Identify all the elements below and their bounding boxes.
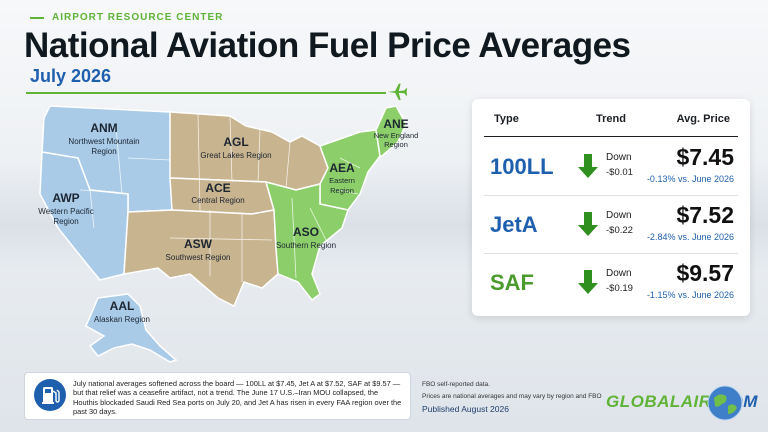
eyebrow: AIRPORT RESOURCE CENTER: [30, 12, 223, 23]
region-name-ane: New England: [374, 131, 419, 140]
page-subtitle: July 2026: [30, 66, 112, 86]
region-name-aea-2: Region: [330, 186, 354, 195]
region-name-aso: Southern Region: [276, 241, 336, 250]
region-asw: [123, 209, 279, 308]
table-row: 100LL Down -$0.01 $7.45 -0.13% vs. June …: [472, 138, 750, 196]
region-name-aea: Eastern: [329, 176, 355, 185]
region-name-anm: Northwest Mountain: [68, 137, 139, 146]
header-price: Avg. Price: [676, 113, 730, 125]
region-ane: [375, 105, 407, 157]
pct-change: -2.84% vs. June 2026: [646, 232, 734, 242]
region-code-aea: AEA: [329, 161, 355, 175]
arrow-down-icon: [578, 270, 598, 294]
fuel-type: 100LL: [490, 154, 554, 179]
pct-change: -0.13% vs. June 2026: [646, 174, 734, 184]
eyebrow-label: AIRPORT RESOURCE CENTER: [52, 12, 224, 23]
fuel-price-table: Type Trend Avg. Price 100LL Down -$0.01 …: [472, 99, 750, 316]
note-text: July national averages softened across t…: [73, 379, 402, 416]
trend-change: -$0.22: [606, 225, 633, 236]
page-title: National Aviation Fuel Price Averages: [24, 26, 631, 65]
region-name-ane-2: Region: [384, 140, 408, 149]
avg-price: $7.45: [676, 144, 734, 170]
region-name-aal: Alaskan Region: [94, 315, 150, 324]
header-type: Type: [494, 113, 519, 125]
region-code-ace: ACE: [205, 181, 230, 195]
trend-direction: Down: [606, 268, 632, 279]
region-name-awp: Western Pacific: [38, 207, 93, 216]
footer-disclaimer: Prices are national averages and may var…: [422, 393, 602, 400]
region-aso: [264, 180, 349, 302]
region-name-awp-2: Region: [53, 217, 78, 226]
fuel-type: SAF: [490, 270, 534, 295]
fuel-type: JetA: [490, 212, 538, 237]
avg-price: $7.52: [676, 202, 734, 228]
footer-published: Published August 2026: [422, 404, 509, 414]
title-divider: [26, 92, 386, 94]
region-name-asw: Southwest Region: [166, 253, 231, 262]
region-code-awp: AWP: [52, 191, 79, 205]
region-code-asw: ASW: [184, 237, 213, 251]
trend-change: -$0.19: [606, 283, 633, 294]
arrow-down-icon: [578, 154, 598, 178]
globe-icon: [707, 385, 743, 421]
region-code-ane: ANE: [383, 117, 408, 131]
region-name-agl: Great Lakes Region: [200, 151, 271, 160]
airplane-icon: [387, 83, 408, 101]
trend-direction: Down: [606, 210, 632, 221]
trend-change: -$0.01: [606, 167, 633, 178]
region-code-aal: AAL: [110, 299, 135, 313]
faa-regions-map: ANM Northwest Mountain Region AGL Great …: [38, 105, 419, 363]
fuel-pump-icon: [34, 379, 66, 411]
pct-change: -1.15% vs. June 2026: [646, 290, 734, 300]
region-name-anm-2: Region: [91, 147, 116, 156]
region-code-aso: ASO: [293, 225, 319, 239]
avg-price: $9.57: [676, 260, 734, 286]
region-aal: [85, 293, 178, 363]
region-name-ace: Central Region: [191, 196, 244, 205]
header-trend: Trend: [596, 113, 626, 125]
table-row: JetA Down -$0.22 $7.52 -2.84% vs. June 2…: [472, 196, 750, 254]
region-code-anm: ANM: [90, 121, 117, 135]
region-code-agl: AGL: [223, 135, 248, 149]
trend-direction: Down: [606, 152, 632, 163]
arrow-down-icon: [578, 212, 598, 236]
summary-note: July national averages softened across t…: [24, 372, 411, 420]
table-row: SAF Down -$0.19 $9.57 -1.15% vs. June 20…: [472, 254, 750, 312]
region-aea: [319, 129, 381, 211]
footer-source: FBO self-reported data.: [422, 381, 490, 388]
